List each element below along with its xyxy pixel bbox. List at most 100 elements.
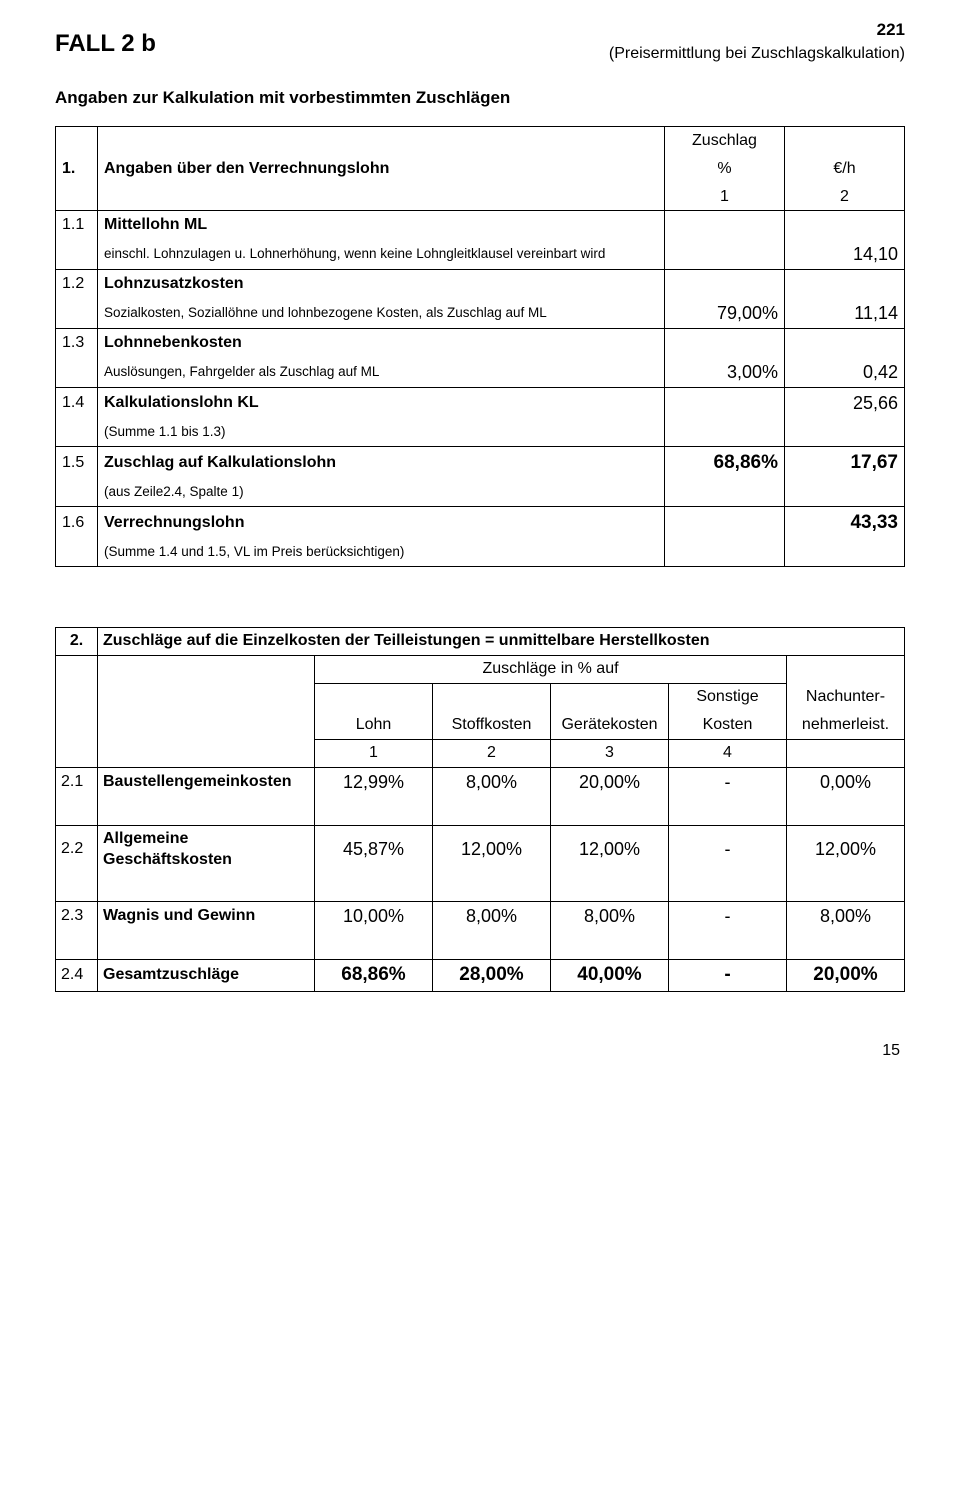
- cell-value: 28,00%: [433, 959, 551, 991]
- table-1: 1. Angaben über den Verrechnungslohn Zus…: [55, 126, 905, 567]
- cell-value: 17,67: [785, 446, 905, 478]
- cell-value: 8,00%: [787, 901, 905, 931]
- cell-value: 68,86%: [665, 446, 785, 478]
- cell: Zuschlag auf Kalkulationslohn: [98, 446, 665, 478]
- cell: [56, 357, 98, 388]
- cell-value: -: [669, 959, 787, 991]
- cell: 1.3: [56, 328, 98, 356]
- table-row: 2.3 Wagnis und Gewinn 10,00% 8,00% 8,00%…: [56, 901, 905, 931]
- cell-value: 8,00%: [433, 767, 551, 797]
- cell: [785, 328, 905, 356]
- cell: [98, 739, 315, 767]
- cell-1-label: Angaben über den Verrechnungslohn: [98, 127, 665, 211]
- cell-value: 11,14: [785, 298, 905, 329]
- cell: [56, 739, 98, 767]
- table-row: 1.4 Kalkulationslohn KL 25,66: [56, 387, 905, 418]
- table-row: [56, 931, 905, 959]
- cell: [785, 538, 905, 566]
- cell: 3: [551, 739, 669, 767]
- table-row: 1.3 Lohnnebenkosten: [56, 328, 905, 356]
- cell: (Summe 1.4 und 1.5, VL im Preis berücksi…: [98, 538, 665, 566]
- spacer: [55, 567, 905, 627]
- table-row: 2.4 Gesamtzuschläge 68,86% 28,00% 40,00%…: [56, 959, 905, 991]
- cell: [551, 683, 669, 711]
- table-row: (aus Zeile2.4, Spalte 1): [56, 478, 905, 506]
- cell: 1: [665, 183, 785, 211]
- cell: [785, 127, 905, 155]
- section-heading-1: Angaben zur Kalkulation mit vorbestimmte…: [55, 88, 905, 108]
- table-row: [56, 873, 905, 901]
- cell-value: 12,00%: [433, 825, 551, 873]
- cell: [665, 211, 785, 239]
- cell: 1.4: [56, 387, 98, 418]
- cell: Gerätekosten: [551, 711, 669, 739]
- cell: Allgemeine Geschäftskosten: [98, 825, 315, 873]
- cell-value: 45,87%: [315, 825, 433, 873]
- cell: [56, 418, 98, 446]
- cell: [56, 538, 98, 566]
- cell-value: 0,00%: [787, 767, 905, 797]
- cell: [665, 506, 785, 538]
- cell: Baustellengemeinkosten: [98, 767, 315, 797]
- cell: Lohnzusatzkosten: [98, 270, 665, 298]
- cell: Zuschläge in % auf: [315, 655, 787, 683]
- cell: einschl. Lohnzulagen u. Lohnerhöhung, we…: [98, 239, 665, 270]
- cell: 2: [433, 739, 551, 767]
- cell: [785, 211, 905, 239]
- cell-value: 20,00%: [551, 767, 669, 797]
- cell-value: 79,00%: [665, 298, 785, 329]
- cell-value: 12,00%: [787, 825, 905, 873]
- cell: [665, 239, 785, 270]
- cell: Wagnis und Gewinn: [98, 901, 315, 931]
- cell-value: 3,00%: [665, 357, 785, 388]
- cell-value: -: [669, 767, 787, 797]
- cell: Gesamtzuschläge: [98, 959, 315, 991]
- cell: Lohnnebenkosten: [98, 328, 665, 356]
- cell: 1: [315, 739, 433, 767]
- cell: 2.: [56, 627, 98, 655]
- cell: [785, 270, 905, 298]
- cell: Zuschlag: [665, 127, 785, 155]
- cell: [665, 387, 785, 418]
- table-row: 1. Angaben über den Verrechnungslohn Zus…: [56, 127, 905, 155]
- cell: (aus Zeile2.4, Spalte 1): [98, 478, 665, 506]
- cell: %: [665, 155, 785, 183]
- cell: 2.4: [56, 959, 98, 991]
- cell: 1.6: [56, 506, 98, 538]
- cell: Sonstige: [669, 683, 787, 711]
- cell: [56, 239, 98, 270]
- cell: Zuschläge auf die Einzelkosten der Teill…: [98, 627, 905, 655]
- cell: Auslösungen, Fahrgelder als Zuschlag auf…: [98, 357, 665, 388]
- table-row: 2.1 Baustellengemeinkosten 12,99% 8,00% …: [56, 767, 905, 797]
- cell: [665, 418, 785, 446]
- cell: 2.1: [56, 767, 98, 797]
- cell: €/h: [785, 155, 905, 183]
- cell: Stoffkosten: [433, 711, 551, 739]
- table-row: 2.2 Allgemeine Geschäftskosten 45,87% 12…: [56, 825, 905, 873]
- table-row: 1.1 Mittellohn ML: [56, 211, 905, 239]
- cell: Kalkulationslohn KL: [98, 387, 665, 418]
- table-row: einschl. Lohnzulagen u. Lohnerhöhung, we…: [56, 239, 905, 270]
- cell: [665, 538, 785, 566]
- cell: (Summe 1.1 bis 1.3): [98, 418, 665, 446]
- cell: nehmerleist.: [787, 711, 905, 739]
- cell: Mittellohn ML: [98, 211, 665, 239]
- cell-value: 40,00%: [551, 959, 669, 991]
- cell-value: 14,10: [785, 239, 905, 270]
- cell-1-num: 1.: [56, 127, 98, 211]
- cell-value: -: [669, 825, 787, 873]
- cell: 2.3: [56, 901, 98, 931]
- cell: Nachunter-: [787, 683, 905, 711]
- cell-value: 10,00%: [315, 901, 433, 931]
- table-row: 1.6 Verrechnungslohn 43,33: [56, 506, 905, 538]
- table-row: 1.5 Zuschlag auf Kalkulationslohn 68,86%…: [56, 446, 905, 478]
- cell-value: 68,86%: [315, 959, 433, 991]
- cell: 2: [785, 183, 905, 211]
- table-row: [56, 797, 905, 825]
- page-number-top: 221: [877, 20, 905, 40]
- table-row: Zuschläge in % auf: [56, 655, 905, 683]
- cell-value: -: [669, 901, 787, 931]
- table-row: (Summe 1.1 bis 1.3): [56, 418, 905, 446]
- cell-value: 8,00%: [433, 901, 551, 931]
- cell: 1.1: [56, 211, 98, 239]
